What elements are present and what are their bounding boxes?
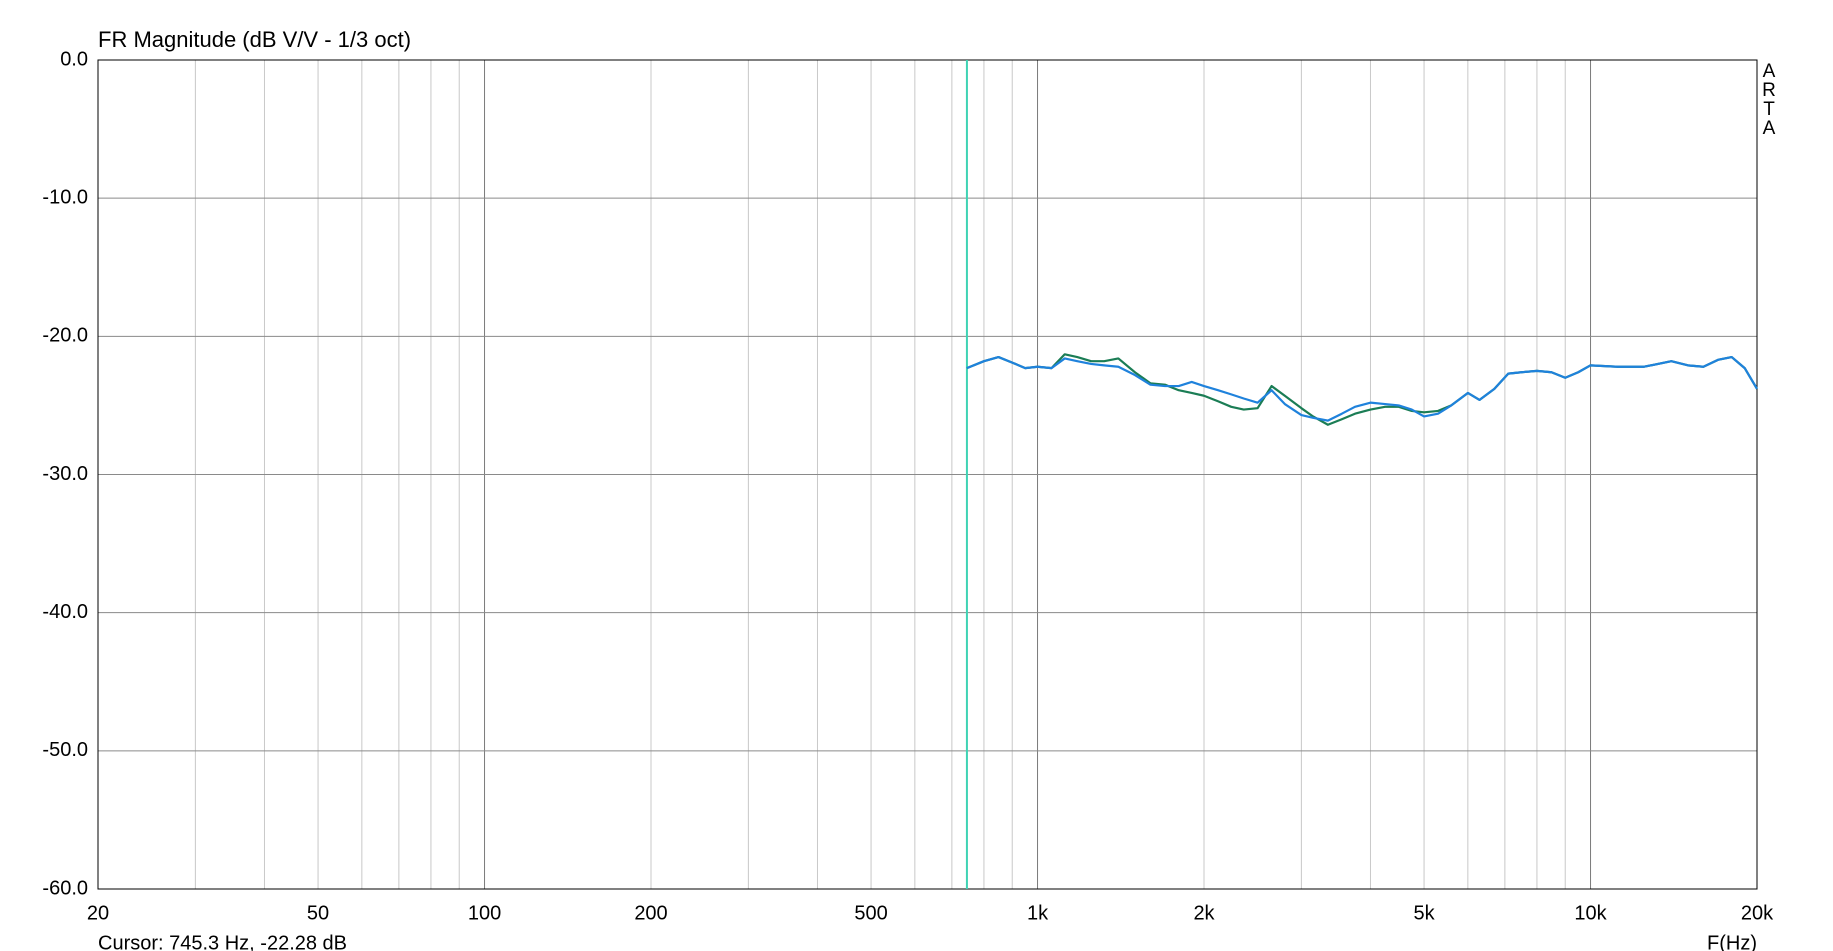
x-tick-label: 50 bbox=[307, 902, 329, 924]
x-tick-label: 5k bbox=[1413, 902, 1435, 924]
x-tick-label: 20k bbox=[1741, 902, 1774, 924]
x-tick-label: 200 bbox=[634, 902, 667, 924]
y-tick-label: -10.0 bbox=[42, 186, 88, 208]
x-axis-label: F(Hz) bbox=[1707, 932, 1757, 951]
y-tick-label: 0.0 bbox=[60, 48, 88, 70]
x-tick-label: 1k bbox=[1027, 902, 1049, 924]
y-tick-label: -50.0 bbox=[42, 739, 88, 761]
cursor-readout: Cursor: 745.3 Hz, -22.28 dB bbox=[98, 932, 347, 951]
watermark: ARTA bbox=[1762, 61, 1776, 139]
x-tick-label: 10k bbox=[1574, 902, 1607, 924]
plot-frame bbox=[97, 59, 1758, 890]
x-tick-label: 500 bbox=[854, 902, 887, 924]
y-tick-label: -30.0 bbox=[42, 463, 88, 485]
series-line bbox=[966, 355, 1758, 422]
x-tick-label: 100 bbox=[468, 902, 501, 924]
y-tick-label: -60.0 bbox=[42, 877, 88, 899]
x-tick-label: 2k bbox=[1193, 902, 1215, 924]
x-tick-label: 20 bbox=[87, 902, 109, 924]
y-tick-label: -20.0 bbox=[42, 325, 88, 347]
y-tick-label: -40.0 bbox=[42, 601, 88, 623]
chart-title: FR Magnitude (dB V/V - 1/3 oct) bbox=[98, 27, 411, 52]
series-line bbox=[966, 353, 1758, 426]
